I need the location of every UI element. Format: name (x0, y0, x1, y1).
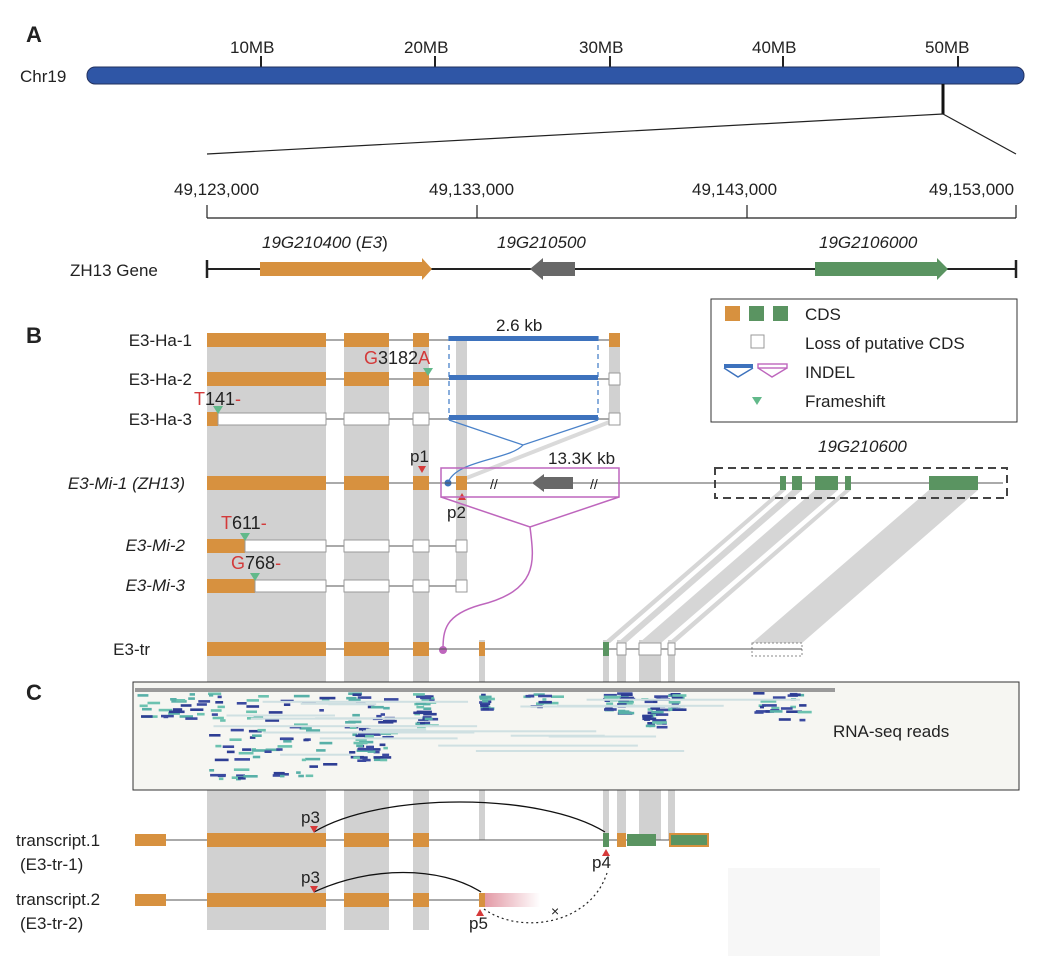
haplotype-label: E3-Ha-2 (129, 370, 192, 389)
gene-label-19g210500: 19G210500 (497, 233, 586, 252)
gene-box-19g210600: 19G210600 (714, 437, 1008, 499)
mutation-label: G3182A (364, 348, 430, 368)
chromosome-bar (86, 66, 1025, 85)
rnaseq-label: RNA-seq reads (833, 722, 949, 741)
point-label: p3 (301, 808, 320, 827)
gene-label-e3: 19G210400 (E3) (262, 233, 388, 252)
gene-arrow-19g210500 (530, 258, 575, 280)
transcript-name: transcript.1 (16, 831, 100, 850)
haplotype-label: E3-Mi-3 (125, 576, 185, 595)
break-mark: // (490, 476, 498, 492)
cross-mark: × (551, 903, 559, 919)
haplotype-row-mi3: G768- (207, 553, 468, 593)
panel-b-label: B (26, 323, 42, 348)
frameshift-marker (240, 533, 250, 541)
legend-loss: Loss of putative CDS (805, 334, 965, 353)
point-label: p3 (301, 868, 320, 887)
region-ruler: 49,123,000 49,133,000 49,143,000 49,153,… (174, 180, 1017, 219)
point-marker (602, 849, 610, 856)
frameshift-marker (423, 368, 433, 376)
chr-tick-label: 50MB (925, 38, 969, 57)
mutation-label: T611- (221, 513, 267, 533)
indel-blue-size: 2.6 kb (496, 316, 542, 335)
haplotype-label: E3-Mi-2 (125, 536, 185, 555)
zh13-gene-track: 19G210400 (E3) 19G210500 19G2106000 ZH13… (70, 233, 1018, 280)
gene-label-19g2106000: 19G2106000 (819, 233, 918, 252)
chromosome-label: Chr19 (20, 67, 66, 86)
zh13-gene-label: ZH13 Gene (70, 261, 158, 280)
mutation-t141: T141- (194, 389, 241, 414)
legend-cds: CDS (805, 305, 841, 324)
point-label: p4 (592, 853, 611, 872)
chr-tick-label: 30MB (579, 38, 623, 57)
region-tick-label: 49,123,000 (174, 180, 259, 199)
point-label: p2 (447, 503, 466, 522)
region-tick-label: 49,133,000 (429, 180, 514, 199)
legend-frameshift: Frameshift (805, 392, 886, 411)
point-label: p1 (410, 447, 429, 466)
haplotype-row-mi1: p1 p2 (207, 447, 1003, 522)
point-marker (310, 826, 318, 833)
mutation-g3182a: G3182A (364, 348, 433, 376)
rnaseq-panel: RNA-seq reads (132, 681, 1020, 791)
point-marker (418, 466, 426, 473)
haplotype-row-ha3 (207, 412, 621, 426)
haplotype-row-tr (207, 642, 802, 656)
chr-tick-label: 20MB (404, 38, 448, 57)
mutation-label: G768- (231, 553, 281, 573)
haplotype-label: E3-Mi-1 (ZH13) (68, 474, 185, 493)
gene-arrow-e3 (260, 258, 432, 280)
transcript-1: transcript.1 (E3-tr-1) p3 p4 (16, 801, 709, 874)
gene-arrow-19g2106000 (815, 258, 948, 280)
point-label: p5 (469, 914, 488, 933)
haplotype-label: E3-Ha-3 (129, 410, 192, 429)
zoom-lines (206, 84, 1017, 155)
gene-box-label: 19G210600 (818, 437, 907, 456)
chromosome-ruler: 10MB 20MB 30MB 40MB 50MB (230, 38, 969, 68)
region-tick-label: 49,153,000 (929, 180, 1014, 199)
legend-indel: INDEL (805, 363, 855, 382)
legend: CDS Loss of putative CDS INDEL Frameshif… (710, 298, 1018, 423)
transcript-alias: (E3-tr-1) (20, 855, 83, 874)
frameshift-marker (250, 573, 260, 581)
indel-pink-size: 13.3K kb (548, 449, 615, 468)
break-mark: // (590, 476, 598, 492)
chr-tick-label: 10MB (230, 38, 274, 57)
transcript-2: transcript.2 (E3-tr-2) × p3 p5 (16, 868, 608, 933)
transcript-name: transcript.2 (16, 890, 100, 909)
blank-patch (728, 868, 880, 956)
point-marker (476, 909, 484, 916)
haplotype-labels: E3-Ha-1 E3-Ha-2 E3-Ha-3 E3-Mi-1 (ZH13) E… (68, 331, 192, 659)
chr-tick-label: 40MB (752, 38, 796, 57)
region-tick-label: 49,143,000 (692, 180, 777, 199)
frameshift-marker (213, 406, 223, 414)
panel-a-label: A (26, 22, 42, 47)
rnaseq-reads (135, 688, 835, 781)
haplotype-row-mi2: T611- (207, 513, 468, 553)
point-marker (310, 886, 318, 893)
mutation-label: T141- (194, 389, 241, 409)
indel-blue: 2.6 kb (444, 316, 599, 487)
indel-pink: 13.3K kb // // (439, 449, 620, 654)
transcript-alias: (E3-tr-2) (20, 914, 83, 933)
panel-c-label: C (26, 680, 42, 705)
haplotype-label: E3-tr (113, 640, 150, 659)
pink-extension (485, 893, 540, 907)
haplotype-label: E3-Ha-1 (129, 331, 192, 350)
